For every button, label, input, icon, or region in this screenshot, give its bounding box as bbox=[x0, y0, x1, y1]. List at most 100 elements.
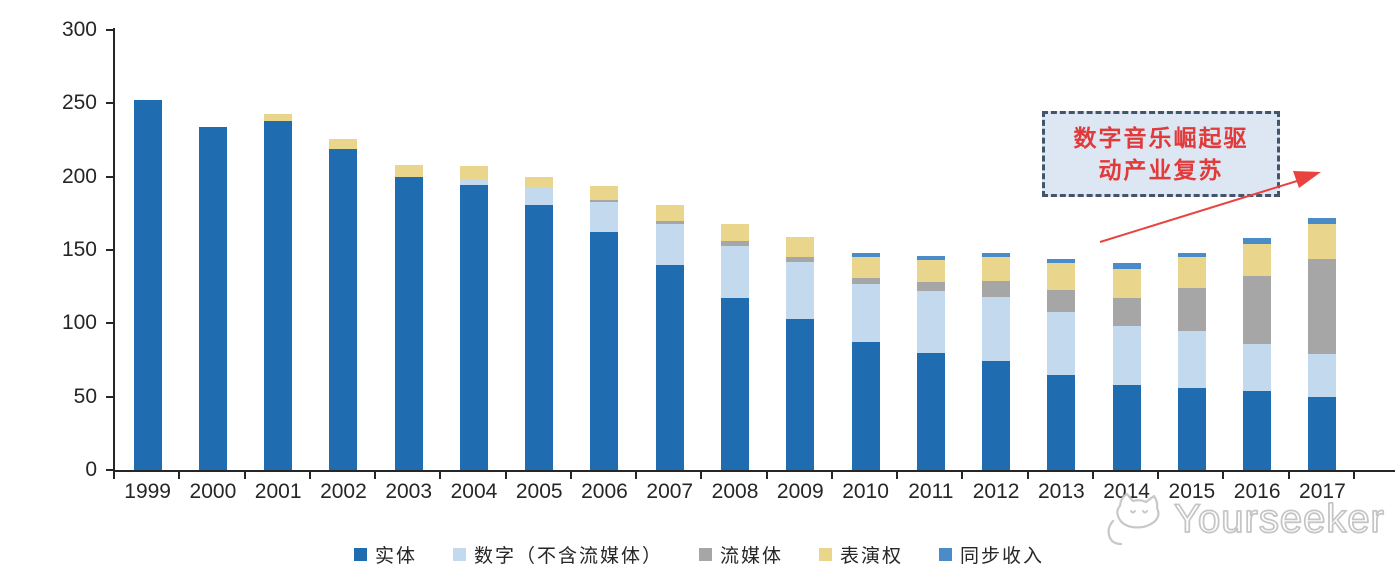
bar-segment bbox=[851, 342, 880, 470]
bar-segment bbox=[590, 185, 619, 201]
x-axis-tick bbox=[569, 472, 572, 479]
bar-segment bbox=[982, 257, 1011, 281]
bar-segment bbox=[851, 257, 880, 278]
stacked-bar bbox=[1177, 252, 1206, 470]
bar-segment bbox=[590, 200, 619, 202]
bar-segment bbox=[1243, 343, 1272, 391]
x-axis-tick bbox=[178, 472, 181, 479]
bar-group-2005 bbox=[507, 30, 572, 470]
bar-group-2016 bbox=[1225, 30, 1290, 470]
x-axis-label: 2005 bbox=[515, 480, 563, 503]
y-axis: 0 50 100 150 200 250 300 bbox=[0, 18, 113, 481]
x-axis-label: 2011 bbox=[908, 480, 954, 503]
bar-segment bbox=[1243, 276, 1272, 344]
x-axis-labels: 1999 2000 2001 2002 2003 2004 2005 2006 2007 2008… bbox=[115, 480, 1355, 504]
stacked-bar bbox=[851, 252, 880, 470]
x-axis-ticks bbox=[113, 472, 1355, 479]
x-axis-label: 2004 bbox=[450, 480, 498, 503]
x-axis-tick bbox=[700, 472, 703, 479]
x-axis-tick bbox=[308, 472, 311, 479]
x-axis-tick bbox=[243, 472, 246, 479]
bar-segment bbox=[786, 261, 815, 319]
legend-item: 表演权 bbox=[819, 541, 903, 568]
bar-group-2017 bbox=[1290, 30, 1355, 470]
bar-group-2012 bbox=[963, 30, 1028, 470]
legend-swatch bbox=[353, 548, 367, 561]
bar-segment bbox=[786, 318, 815, 470]
bar-segment bbox=[1243, 390, 1272, 470]
bar-segment bbox=[394, 176, 423, 470]
x-axis-tick bbox=[1157, 472, 1159, 479]
cat-logo-icon bbox=[1107, 492, 1160, 546]
x-axis-label: 2014 bbox=[1103, 480, 1150, 503]
x-axis-label: 2001 bbox=[254, 480, 302, 503]
x-axis-tick bbox=[1287, 472, 1290, 479]
bar-group-2011 bbox=[898, 30, 963, 470]
bar-segment bbox=[1112, 269, 1141, 299]
y-axis-tick bbox=[106, 322, 113, 325]
stacked-bar bbox=[525, 176, 554, 470]
y-axis-tick bbox=[106, 102, 113, 105]
bar-segment bbox=[916, 352, 945, 470]
x-axis-label: 1999 bbox=[124, 480, 171, 503]
legend-item: 数字（不含流媒体） bbox=[452, 541, 663, 568]
bar-segment bbox=[982, 252, 1011, 258]
y-axis-label: 0 bbox=[85, 458, 97, 481]
watermark: Yourseeker bbox=[1098, 490, 1385, 548]
bar-segment bbox=[394, 164, 423, 177]
bar-group-2003 bbox=[376, 30, 441, 470]
x-axis-tick bbox=[830, 472, 833, 479]
bar-segment bbox=[329, 138, 358, 149]
stacked-bar bbox=[786, 236, 815, 470]
bar-segment bbox=[721, 223, 750, 242]
bar-group-2010 bbox=[833, 30, 898, 470]
bar-segment bbox=[1112, 298, 1141, 327]
bar-group-2008 bbox=[702, 30, 767, 470]
plot-area bbox=[115, 30, 1355, 470]
y-axis-tick bbox=[106, 249, 113, 251]
bar-segment bbox=[133, 100, 162, 470]
bar-segment bbox=[721, 245, 750, 299]
x-axis-tick bbox=[1091, 472, 1094, 479]
bar-segment bbox=[916, 260, 945, 283]
bar-group-2007 bbox=[637, 30, 702, 470]
y-axis-line bbox=[113, 28, 115, 472]
legend-item: 同步收入 bbox=[939, 541, 1044, 568]
bar-segment bbox=[916, 255, 945, 261]
bar-segment bbox=[329, 148, 358, 470]
watermark-text: Yourseeker bbox=[1173, 496, 1385, 542]
legend-swatch bbox=[698, 548, 712, 561]
bar-segment bbox=[982, 280, 1011, 297]
bar-segment bbox=[1112, 326, 1141, 385]
bar-segment bbox=[786, 257, 815, 262]
bar-segment bbox=[1047, 289, 1076, 312]
bar-segment bbox=[851, 283, 880, 343]
bar-segment bbox=[851, 252, 880, 258]
bar-group-2013 bbox=[1029, 30, 1094, 470]
bar-segment bbox=[1308, 396, 1337, 470]
bar-segment bbox=[1308, 223, 1337, 259]
y-axis-tick bbox=[106, 175, 113, 178]
x-axis-label: 2017 bbox=[1299, 480, 1346, 503]
x-axis-label: 2010 bbox=[842, 480, 889, 503]
x-axis-label: 2000 bbox=[189, 480, 237, 503]
legend: 实体 数字（不含流媒体） 流媒体 表演权 同步收入 bbox=[0, 541, 1398, 568]
y-axis-label: 300 bbox=[61, 18, 97, 41]
bar-segment bbox=[721, 241, 750, 246]
bar-segment bbox=[264, 113, 293, 121]
x-axis-line bbox=[113, 470, 1395, 472]
bar-group-2006 bbox=[572, 30, 637, 470]
legend-label: 表演权 bbox=[840, 546, 904, 567]
x-axis-label: 2015 bbox=[1168, 480, 1216, 503]
bar-segment bbox=[1112, 263, 1141, 270]
stacked-bar bbox=[1047, 258, 1076, 470]
y-axis-label: 100 bbox=[61, 311, 97, 335]
y-axis-tick bbox=[106, 29, 113, 31]
bar-segment bbox=[459, 179, 488, 186]
bar-segment bbox=[1308, 217, 1337, 224]
x-axis-tick bbox=[1222, 472, 1225, 479]
y-axis-label: 250 bbox=[61, 91, 97, 115]
x-axis-tick bbox=[1352, 472, 1355, 479]
stacked-bar bbox=[1112, 263, 1141, 470]
y-axis-tick bbox=[106, 469, 113, 471]
